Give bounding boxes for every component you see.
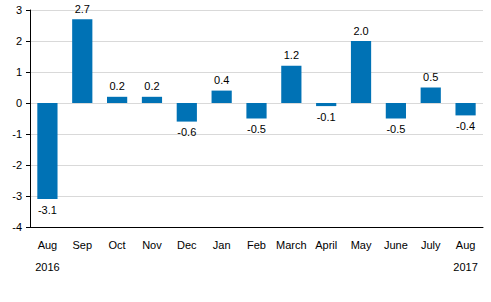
svg-text:-3: -3 (12, 190, 22, 202)
svg-text:2017: 2017 (453, 261, 477, 273)
svg-text:-2: -2 (12, 159, 22, 171)
svg-text:2: 2 (16, 35, 22, 47)
svg-text:Aug: Aug (456, 239, 476, 251)
svg-text:June: June (384, 239, 408, 251)
svg-text:-0.5: -0.5 (386, 123, 405, 135)
svg-text:0.5: 0.5 (423, 71, 438, 83)
svg-text:Dec: Dec (177, 239, 197, 251)
svg-text:Aug: Aug (38, 239, 58, 251)
svg-text:-0.1: -0.1 (317, 111, 336, 123)
svg-text:-0.4: -0.4 (456, 120, 475, 132)
svg-text:0.2: 0.2 (144, 80, 159, 92)
svg-text:1.2: 1.2 (284, 49, 299, 61)
svg-text:0: 0 (16, 97, 22, 109)
svg-text:-1: -1 (12, 128, 22, 140)
svg-text:Nov: Nov (142, 239, 162, 251)
svg-text:Oct: Oct (109, 239, 126, 251)
svg-text:-0.5: -0.5 (247, 123, 266, 135)
svg-text:-3.1: -3.1 (38, 204, 57, 216)
svg-text:3: 3 (16, 4, 22, 16)
svg-text:2016: 2016 (35, 261, 59, 273)
svg-text:Feb: Feb (247, 239, 266, 251)
svg-text:March: March (276, 239, 307, 251)
svg-text:2.7: 2.7 (75, 3, 90, 15)
svg-text:1: 1 (16, 66, 22, 78)
svg-text:-0.6: -0.6 (177, 126, 196, 138)
svg-text:July: July (421, 239, 441, 251)
svg-text:2.0: 2.0 (353, 25, 368, 37)
svg-text:0.2: 0.2 (109, 80, 124, 92)
svg-text:0.4: 0.4 (214, 74, 229, 86)
svg-text:Sep: Sep (72, 239, 92, 251)
svg-text:-4: -4 (12, 221, 22, 233)
svg-text:Jan: Jan (213, 239, 231, 251)
svg-text:April: April (315, 239, 337, 251)
svg-text:May: May (351, 239, 372, 251)
